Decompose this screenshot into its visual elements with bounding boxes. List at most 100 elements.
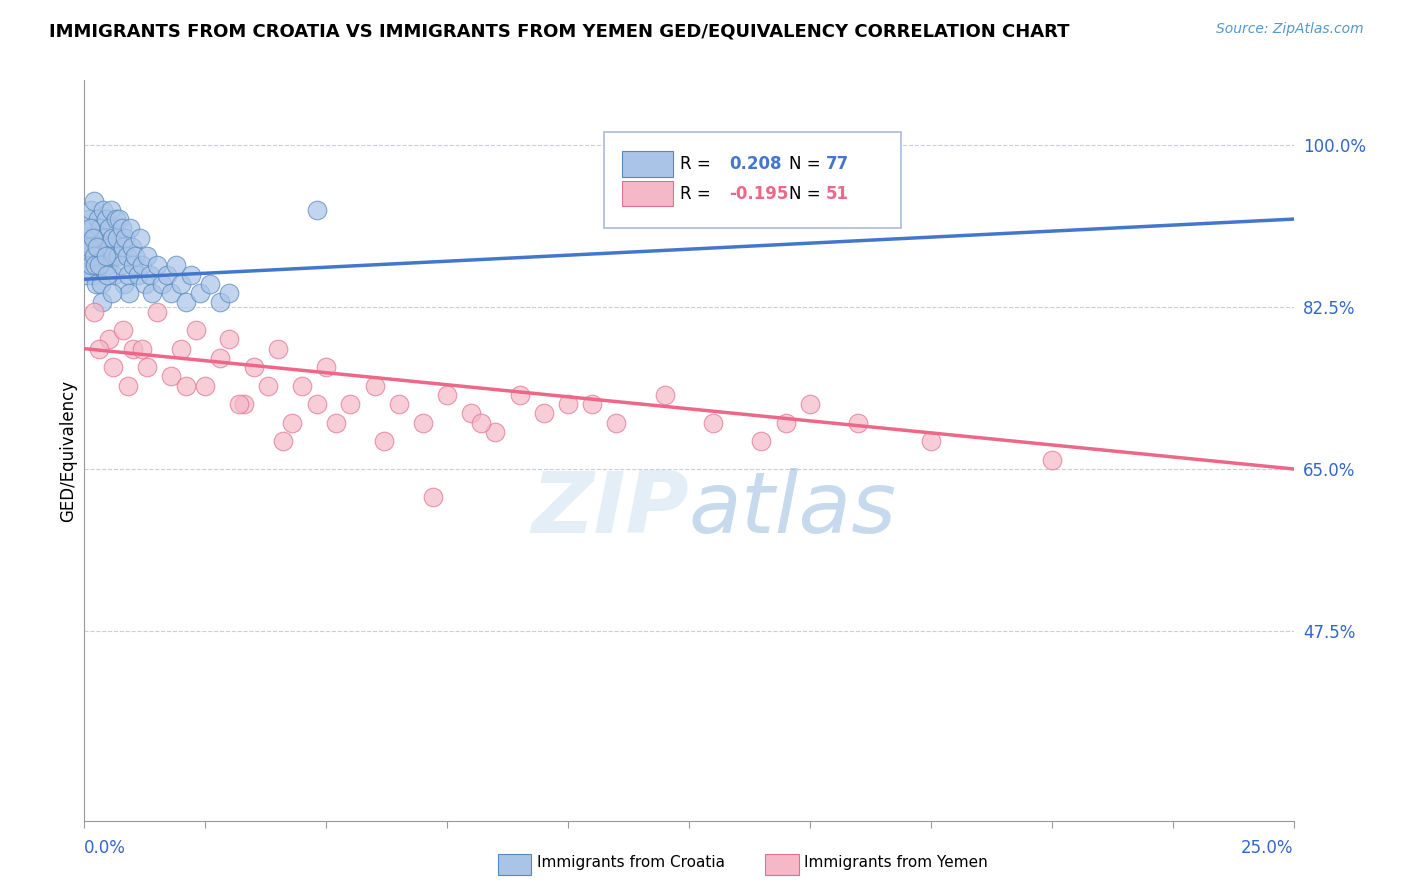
Point	[271, 434, 294, 449]
Point	[160, 286, 183, 301]
Point	[136, 249, 159, 263]
Point	[305, 202, 328, 217]
Point	[93, 249, 115, 263]
Point	[180, 268, 202, 282]
Point	[160, 369, 183, 384]
Point	[97, 333, 120, 347]
Point	[83, 304, 105, 318]
Point	[112, 323, 135, 337]
Point	[920, 434, 942, 449]
Point	[121, 240, 143, 254]
Point	[79, 259, 101, 273]
Point	[846, 416, 869, 430]
Point	[82, 268, 104, 282]
Point	[110, 259, 132, 273]
Point	[470, 416, 492, 430]
Point	[103, 268, 125, 282]
Text: 51: 51	[825, 185, 849, 202]
FancyBboxPatch shape	[605, 132, 901, 228]
Point	[101, 286, 124, 301]
Point	[509, 388, 531, 402]
Point	[702, 416, 724, 430]
Point	[98, 240, 121, 254]
Point	[484, 425, 506, 439]
Point	[146, 259, 169, 273]
Point	[87, 342, 110, 356]
Text: 0.208: 0.208	[728, 155, 782, 173]
FancyBboxPatch shape	[623, 181, 673, 206]
Point	[174, 295, 197, 310]
Text: 77: 77	[825, 155, 849, 173]
Point	[174, 378, 197, 392]
Point	[121, 342, 143, 356]
Point	[388, 397, 411, 411]
Point	[267, 342, 290, 356]
Point	[103, 249, 125, 263]
Point	[118, 286, 141, 301]
Point	[557, 397, 579, 411]
Point	[412, 416, 434, 430]
Point	[100, 202, 122, 217]
Point	[138, 268, 160, 282]
Point	[103, 360, 125, 375]
Point	[315, 360, 337, 375]
Point	[208, 295, 231, 310]
Point	[165, 259, 187, 273]
Point	[77, 212, 100, 227]
Point	[190, 286, 212, 301]
Point	[94, 212, 117, 227]
Point	[218, 333, 240, 347]
Point	[77, 240, 100, 254]
Point	[89, 221, 111, 235]
Point	[97, 259, 120, 273]
Point	[131, 259, 153, 273]
Text: -0.195: -0.195	[728, 185, 789, 202]
Point	[117, 268, 139, 282]
Point	[94, 249, 117, 263]
Point	[194, 378, 217, 392]
Point	[97, 221, 120, 235]
Point	[87, 259, 110, 273]
Point	[325, 416, 347, 430]
Point	[76, 259, 98, 273]
Point	[84, 277, 107, 291]
Text: 25.0%: 25.0%	[1241, 839, 1294, 857]
Point	[141, 286, 163, 301]
Point	[146, 304, 169, 318]
Point	[198, 277, 221, 291]
Point	[127, 268, 149, 282]
Point	[82, 230, 104, 244]
Point	[93, 230, 115, 244]
Point	[150, 277, 173, 291]
Text: R =: R =	[681, 155, 717, 173]
Point	[233, 397, 256, 411]
Point	[654, 388, 676, 402]
Point	[218, 286, 240, 301]
Point	[184, 323, 207, 337]
Point	[120, 221, 142, 235]
Point	[305, 397, 328, 411]
Point	[170, 277, 193, 291]
Point	[79, 249, 101, 263]
Point	[83, 259, 105, 273]
Point	[101, 230, 124, 244]
Point	[117, 378, 139, 392]
Text: Immigrants from Croatia: Immigrants from Croatia	[537, 855, 725, 870]
Point	[76, 268, 98, 282]
Point	[91, 295, 114, 310]
Point	[105, 230, 128, 244]
Text: Immigrants from Yemen: Immigrants from Yemen	[804, 855, 988, 870]
Point	[136, 360, 159, 375]
Point	[87, 212, 110, 227]
Point	[436, 388, 458, 402]
Point	[77, 230, 100, 244]
Point	[79, 221, 101, 235]
Point	[115, 249, 138, 263]
Point	[91, 202, 114, 217]
Point	[533, 407, 555, 421]
Point	[112, 277, 135, 291]
Text: 0.0%: 0.0%	[84, 839, 127, 857]
Point	[422, 490, 444, 504]
Point	[281, 416, 304, 430]
Text: Source: ZipAtlas.com: Source: ZipAtlas.com	[1216, 22, 1364, 37]
